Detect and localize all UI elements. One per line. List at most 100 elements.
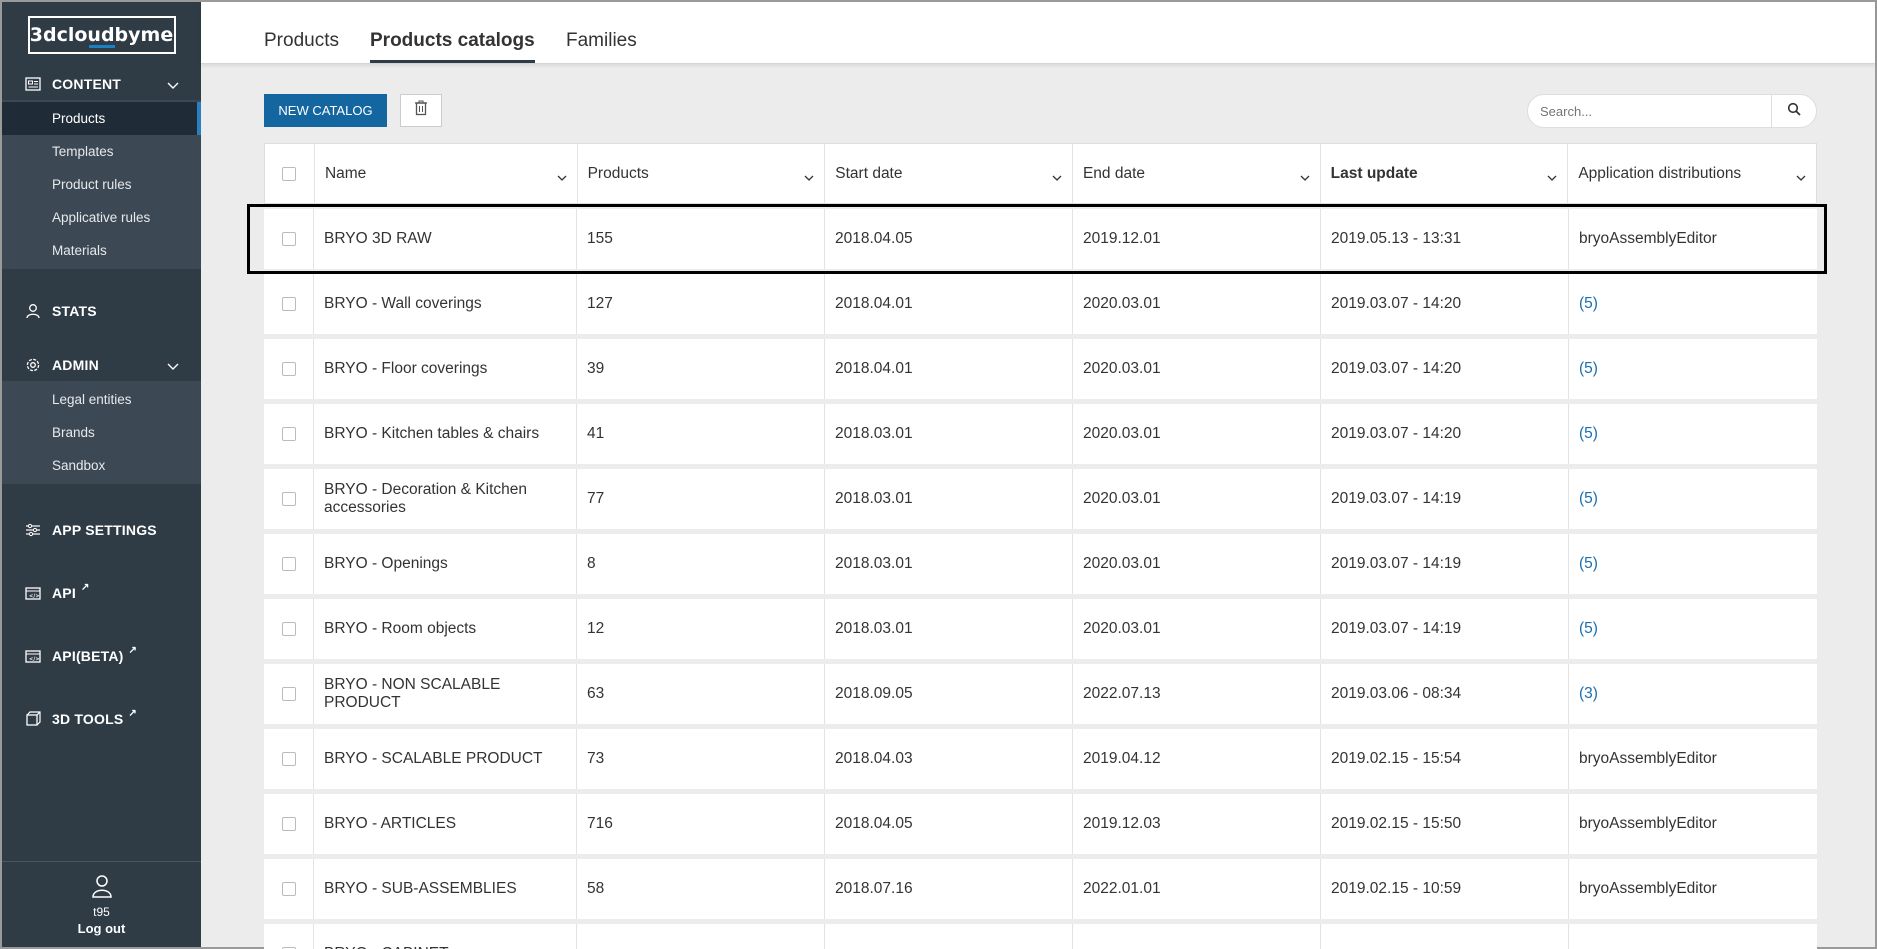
table-row[interactable]: BRYO - Room objects 12 2018.03.01 2020.03.0… <box>264 599 1817 659</box>
cell-start-date-text: 2018.03.01 <box>835 425 913 442</box>
sidebar-item-product-rules[interactable]: Product rules <box>52 177 132 192</box>
row-checkbox[interactable] <box>281 752 296 766</box>
tab-products-catalogs[interactable]: Products catalogs <box>370 30 535 63</box>
chevron-down-icon[interactable] <box>167 358 179 374</box>
cell-end-date-text: 2020.03.01 <box>1083 360 1161 377</box>
column-header-name[interactable]: Name <box>315 144 578 203</box>
cell-start-date: 2018.04.01 <box>825 274 1073 334</box>
cell-end-date-text: 2019.12.03 <box>1083 815 1161 832</box>
external-link-icon: ↗ <box>80 581 90 593</box>
nav-section-3d-tools[interactable]: 3D TOOLS ↗ <box>2 703 201 735</box>
delete-button[interactable] <box>400 94 442 127</box>
api-icon: </> <box>24 584 42 602</box>
search-button[interactable] <box>1772 95 1816 127</box>
cell-products-text: 63 <box>587 685 605 702</box>
column-header-products[interactable]: Products <box>578 144 826 203</box>
row-select-cell <box>264 729 314 789</box>
cell-end-date-text: 2022.07.13 <box>1083 685 1161 702</box>
admin-sub-list: Legal entities Brands Sandbox <box>2 381 201 484</box>
row-checkbox[interactable] <box>281 882 296 896</box>
chevron-down-icon[interactable] <box>1796 168 1806 186</box>
cell-application-distributions-text[interactable]: (5) <box>1579 555 1598 572</box>
row-checkbox[interactable] <box>281 362 296 376</box>
cell-application-distributions-text[interactable]: (5) <box>1579 490 1598 507</box>
select-all-checkbox[interactable] <box>282 166 297 181</box>
table-row[interactable]: BRYO - Wall coverings 127 2018.04.01 2020.0… <box>264 274 1817 334</box>
column-header-label: End date <box>1082 164 1146 182</box>
logo[interactable]: 3dcloudbyme <box>27 16 176 54</box>
search-input[interactable] <box>1528 95 1772 127</box>
cell-end-date: 2020.03.01 <box>1073 534 1321 594</box>
row-checkbox[interactable] <box>281 297 296 311</box>
column-header-last-update[interactable]: Last update <box>1321 144 1569 203</box>
table-row[interactable]: BRYO 3D RAW 155 2018.04.05 2019.12.01 2019.0… <box>264 209 1817 269</box>
cell-start-date-text: 2018.04.01 <box>835 295 913 312</box>
column-header-start-date[interactable]: Start date <box>825 144 1073 203</box>
sidebar-item-products[interactable]: Products <box>2 102 201 135</box>
table-row[interactable]: BRYO - Floor coverings 39 2018.04.01 2020.0… <box>264 339 1817 399</box>
nav-section-api[interactable]: </> API ↗ <box>2 577 201 609</box>
row-checkbox[interactable] <box>281 687 296 701</box>
table-row[interactable]: BRYO - SUB-ASSEMBLIES 58 2018.07.16 2022.01… <box>264 859 1817 919</box>
row-checkbox[interactable] <box>281 622 296 636</box>
nav-section-stats[interactable]: STATS <box>2 295 201 327</box>
table-row[interactable]: BRYO - ARTICLES 716 2018.04.05 2019.12.03 20… <box>264 794 1817 854</box>
sidebar-item-legal-entities[interactable]: Legal entities <box>52 392 132 407</box>
row-checkbox[interactable] <box>281 492 296 506</box>
cell-end-date-text: 2020.03.01 <box>1083 295 1161 312</box>
nav-section-api-beta[interactable]: </> API(BETA) ↗ <box>2 640 201 672</box>
nav-section-app-settings[interactable]: APP SETTINGS <box>2 514 201 546</box>
chevron-down-icon[interactable] <box>557 168 567 186</box>
tab-products[interactable]: Products <box>264 30 339 51</box>
nav-section-admin[interactable]: ADMIN <box>2 349 201 381</box>
row-checkbox[interactable] <box>281 427 296 441</box>
table-row[interactable]: BRYO - CABINET <box>264 924 1817 949</box>
cell-last-update-text: 2019.03.07 - 14:19 <box>1331 555 1462 572</box>
chevron-down-icon[interactable] <box>1300 168 1310 186</box>
nav-section-content[interactable]: CONTENT <box>2 68 201 100</box>
cell-name: BRYO 3D RAW <box>314 209 577 269</box>
cell-last-update: 2019.03.06 - 08:34 <box>1321 664 1569 724</box>
cell-start-date-text: 2018.04.05 <box>835 230 913 247</box>
tab-families[interactable]: Families <box>566 30 637 51</box>
chevron-down-icon[interactable] <box>167 77 179 93</box>
nav-section-3d-tools-label: 3D TOOLS <box>52 711 124 727</box>
table-row[interactable]: BRYO - SCALABLE PRODUCT 73 2018.04.03 2019.… <box>264 729 1817 789</box>
chevron-down-icon[interactable] <box>804 168 814 186</box>
column-header-application-distributions[interactable]: Application distributions <box>1568 144 1816 203</box>
cell-application-distributions: (5) <box>1569 534 1817 594</box>
table-row[interactable]: BRYO - NON SCALABLE PRODUCT 63 2018.09.05 2… <box>264 664 1817 724</box>
row-checkbox[interactable] <box>281 947 296 949</box>
cell-start-date: 2018.03.01 <box>825 534 1073 594</box>
new-catalog-button[interactable]: NEW CATALOG <box>264 94 387 127</box>
row-checkbox[interactable] <box>281 557 296 571</box>
cell-application-distributions-text[interactable]: (5) <box>1579 620 1598 637</box>
cell-last-update: 2019.03.07 - 14:19 <box>1321 534 1569 594</box>
logout-link[interactable]: Log out <box>77 920 126 936</box>
cell-products: 12 <box>577 599 825 659</box>
chevron-down-icon[interactable] <box>1547 168 1557 186</box>
chevron-down-icon[interactable] <box>1052 168 1062 186</box>
table-row[interactable]: BRYO - Kitchen tables & chairs 41 2018.03.… <box>264 404 1817 464</box>
sidebar-item-brands[interactable]: Brands <box>52 425 95 440</box>
cell-products: 41 <box>577 404 825 464</box>
sidebar-item-applicative-rules[interactable]: Applicative rules <box>52 210 151 225</box>
sidebar-item-sandbox[interactable]: Sandbox <box>52 458 106 473</box>
row-checkbox[interactable] <box>281 817 296 831</box>
cell-application-distributions-text[interactable]: (3) <box>1579 685 1598 702</box>
row-select-cell <box>264 664 314 724</box>
avatar-icon[interactable] <box>91 874 113 901</box>
column-header-end-date[interactable]: End date <box>1073 144 1321 203</box>
table-row[interactable]: BRYO - Decoration & Kitchen accessories 7… <box>264 469 1817 529</box>
cell-application-distributions-text[interactable]: (5) <box>1579 360 1598 377</box>
row-checkbox[interactable] <box>281 232 296 246</box>
sidebar-item-templates[interactable]: Templates <box>52 144 114 159</box>
cell-application-distributions: (5) <box>1569 404 1817 464</box>
cell-last-update: 2019.02.15 - 15:50 <box>1321 794 1569 854</box>
sidebar-item-materials[interactable]: Materials <box>52 243 107 258</box>
logo-wrap: 3dcloudbyme <box>2 2 201 68</box>
table-row[interactable]: BRYO - Openings 8 2018.03.01 2020.03.01 2019… <box>264 534 1817 594</box>
cell-application-distributions-text[interactable]: (5) <box>1579 425 1598 442</box>
cell-application-distributions: bryoAssemblyEditor <box>1569 859 1817 919</box>
cell-application-distributions-text[interactable]: (5) <box>1579 295 1598 312</box>
